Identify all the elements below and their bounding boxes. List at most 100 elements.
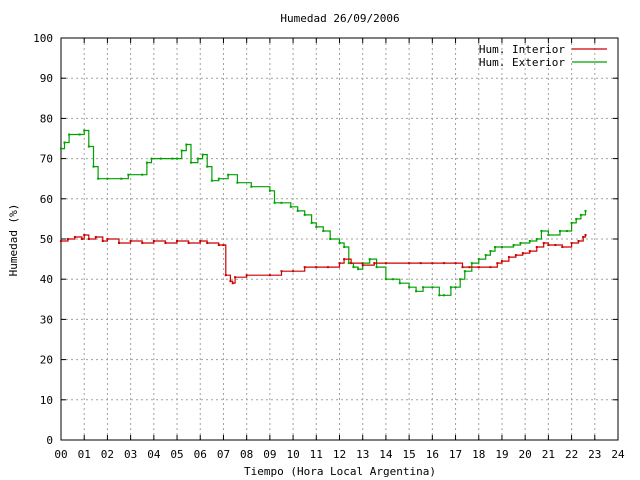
x-tick-label: 12 — [333, 448, 346, 461]
data-point — [196, 157, 199, 160]
data-point — [303, 213, 306, 216]
x-tick-label: 23 — [588, 448, 601, 461]
data-point — [584, 209, 587, 212]
series-line — [61, 234, 587, 284]
data-point — [547, 233, 550, 236]
x-tick-label: 22 — [565, 448, 578, 461]
x-tick-label: 21 — [542, 448, 555, 461]
data-point — [106, 177, 109, 180]
data-point — [489, 266, 492, 269]
data-point — [189, 161, 192, 164]
data-point — [106, 238, 109, 240]
legend-label: Hum. Exterior — [479, 56, 565, 69]
y-tick-label: 90 — [40, 72, 53, 85]
data-point — [185, 143, 188, 146]
x-tick-label: 18 — [472, 448, 485, 461]
data-point — [565, 229, 568, 232]
data-point — [171, 157, 174, 160]
x-axis-label: Tiempo (Hora Local Argentina) — [244, 465, 436, 478]
x-tick-label: 01 — [78, 448, 91, 461]
data-point — [577, 240, 580, 243]
x-tick-label: 08 — [240, 448, 253, 461]
x-tick-label: 06 — [194, 448, 207, 461]
data-point — [60, 147, 62, 150]
x-tick-label: 16 — [426, 448, 439, 461]
x-tick-label: 00 — [54, 448, 67, 461]
data-point — [408, 262, 411, 265]
y-axis-label: Humedad (%) — [7, 204, 20, 277]
x-tick-label: 05 — [170, 448, 183, 461]
data-point — [357, 268, 360, 271]
legend-label: Hum. Interior — [479, 43, 565, 56]
data-point — [361, 264, 364, 267]
data-point — [521, 252, 524, 255]
data-point — [535, 246, 538, 249]
x-tick-label: 17 — [449, 448, 462, 461]
y-tick-label: 10 — [40, 394, 53, 407]
data-point — [310, 221, 313, 224]
data-point — [398, 282, 401, 285]
y-tick-label: 100 — [33, 32, 53, 45]
y-tick-label: 80 — [40, 112, 53, 125]
data-point — [496, 262, 499, 265]
data-point — [350, 262, 353, 265]
x-tick-label: 19 — [495, 448, 508, 461]
data-point — [326, 266, 329, 269]
x-tick-label: 11 — [310, 448, 323, 461]
data-point — [489, 250, 492, 253]
data-point — [442, 294, 445, 297]
data-point — [408, 286, 411, 289]
data-point — [150, 157, 153, 160]
data-point — [373, 262, 376, 265]
x-tick-label: 20 — [519, 448, 532, 461]
data-point — [83, 129, 86, 132]
data-point — [101, 240, 104, 243]
data-point — [60, 240, 62, 243]
data-point — [343, 258, 346, 261]
data-point — [217, 177, 220, 180]
data-point — [575, 217, 578, 220]
data-point — [329, 238, 332, 240]
data-point — [463, 270, 466, 273]
data-point — [273, 201, 276, 204]
data-point — [80, 238, 83, 240]
data-point — [303, 266, 306, 269]
data-point — [535, 238, 538, 240]
data-point — [322, 229, 325, 232]
data-point — [231, 282, 234, 285]
data-point — [338, 242, 341, 245]
x-tick-label: 24 — [611, 448, 625, 461]
x-tick-label: 04 — [147, 448, 161, 461]
x-tick-labels: 00 01 02 03 04 05 06 07 08 09 10 11 12 13 14 15 16 17 18 19… — [54, 448, 625, 461]
data-point — [514, 254, 517, 257]
data-point — [528, 250, 531, 253]
data-point — [289, 205, 292, 208]
data-point — [268, 274, 271, 277]
data-point — [94, 235, 97, 238]
data-point — [292, 270, 295, 273]
data-point — [391, 278, 394, 281]
data-point — [97, 177, 100, 180]
data-point — [507, 256, 510, 259]
data-point — [145, 161, 148, 164]
data-point — [561, 246, 564, 249]
y-tick-label: 20 — [40, 354, 53, 367]
axis-ticks — [60, 37, 619, 441]
y-tick-label: 70 — [40, 153, 53, 166]
data-point — [129, 240, 132, 243]
data-point — [83, 233, 86, 236]
data-point — [280, 201, 283, 204]
data-point — [176, 157, 179, 160]
data-point — [87, 145, 90, 148]
data-point — [120, 177, 123, 180]
data-point — [431, 262, 434, 265]
data-point — [250, 185, 253, 188]
data-point — [176, 240, 179, 243]
data-point — [384, 278, 387, 281]
data-point — [570, 242, 573, 245]
data-point — [87, 238, 90, 240]
data-point — [118, 242, 121, 245]
data-point — [187, 242, 190, 245]
